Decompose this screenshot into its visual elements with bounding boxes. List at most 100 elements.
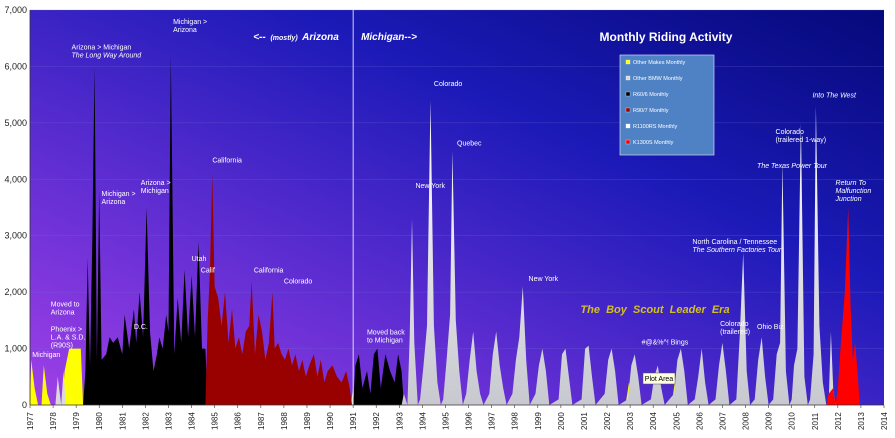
annotation: New York — [529, 276, 559, 283]
x-tick-label: 1979 — [72, 412, 81, 430]
annotation-line: The Long Way Around — [72, 53, 143, 60]
annotation-line: Malfunction — [836, 188, 872, 195]
x-tick-label: 2009 — [765, 412, 774, 430]
x-tick-label: 2008 — [742, 412, 751, 430]
x-tick-label: 2013 — [857, 412, 866, 430]
annotation-line: to Michigan — [367, 337, 403, 344]
x-tick-label: 1985 — [211, 412, 220, 430]
annotation: D.C. — [134, 324, 148, 331]
x-tick-label: 1981 — [118, 412, 127, 430]
x-tick-label: 1994 — [418, 412, 427, 430]
y-tick-label: 2,000 — [4, 287, 27, 297]
annotation: Colorado — [284, 279, 313, 286]
annotation-line: New York — [529, 276, 559, 283]
plot-area-label: Plot Area — [645, 376, 674, 383]
series-area-r1100rs-monthly — [401, 100, 884, 406]
annotation: #@&%^! Bings — [642, 340, 689, 347]
annotation: North Carolina / Tennessee The Southern F… — [692, 239, 782, 254]
annotation-line: California — [254, 267, 284, 274]
y-tick-label: 4,000 — [4, 174, 27, 184]
annotation-line: Moved to — [51, 301, 80, 308]
annotation-line: Junction — [835, 196, 862, 203]
annotation-line: Michigan — [141, 188, 169, 195]
annotation: Michigan > Arizona — [102, 191, 136, 206]
annotation: Moved to Arizona — [51, 301, 80, 316]
x-tick-label: 2003 — [626, 412, 635, 430]
region-left-mostly: (mostly) — [270, 35, 298, 42]
x-tick-label: 1997 — [488, 412, 497, 430]
axes: 0 1,000 2,000 3,000 4,000 5,000 6,000 7,000 1977… — [4, 5, 889, 430]
legend-entry: R90/7 Monthly — [633, 108, 669, 114]
annotation: Utah — [192, 256, 207, 263]
x-tick-label: 1996 — [465, 412, 474, 430]
legend-entry: R60/6 Monthly — [633, 92, 669, 98]
annotation: Arizona > Michigan The Long Way Around — [72, 45, 143, 60]
legend-entry: K1300S Monthly — [633, 140, 674, 146]
annotation-line: Ohio Biz — [757, 324, 784, 331]
annotation: The Texas Power Tour — [757, 163, 828, 170]
annotation-line: Quebec — [457, 140, 482, 147]
x-tick-label: 1980 — [95, 412, 104, 430]
annotation: Return To Malfunction Junction — [835, 180, 872, 203]
annotation-line: Colorado — [284, 279, 313, 286]
region-left-prefix: <-- — [253, 32, 266, 43]
x-tick-label: 2010 — [788, 412, 797, 430]
annotation-line: California — [212, 157, 242, 164]
annotation-line: The Southern Factories Tour — [692, 247, 782, 254]
x-tick-label: 1984 — [188, 412, 197, 430]
annotation-line: (trailered) — [720, 329, 750, 336]
x-tick-label: 1983 — [164, 412, 173, 430]
annotation-line: Return To — [836, 180, 867, 187]
annotation-line: #@&%^! Bings — [642, 340, 689, 347]
annotation: Colorado (trailered 1-way) — [776, 129, 827, 144]
annotation-line: Michigan > — [102, 191, 136, 198]
x-tick-label: 2001 — [580, 412, 589, 430]
annotation-line: Into The West — [812, 92, 857, 99]
series-area-r60-6-monthly — [83, 55, 885, 405]
annotation-line: North Carolina / Tennessee — [692, 239, 777, 246]
x-tick-label: 2011 — [811, 412, 820, 430]
annotation: Colorado — [434, 81, 463, 88]
legend: Other Makes Monthly Other BMW Monthly R60/… — [619, 54, 715, 156]
legend-swatch — [625, 139, 631, 145]
series-layer — [30, 55, 885, 406]
x-tick-label: 2006 — [695, 412, 704, 430]
legend-entry: Other Makes Monthly — [633, 60, 686, 66]
annotation: Arizona > Michigan — [141, 180, 171, 195]
chart-title: Monthly Riding Activity — [600, 30, 733, 44]
annotation: California — [212, 157, 242, 164]
plot-area-tooltip: Plot Area — [642, 372, 676, 385]
annotation-line: The Texas Power Tour — [757, 163, 828, 170]
era-label: The Boy Scout Leader Era — [580, 304, 729, 316]
annotation-line: Michigan — [32, 352, 60, 359]
x-tick-label: 1987 — [257, 412, 266, 430]
annotation-line: Arizona — [102, 199, 126, 206]
annotation-line: (R90S) — [51, 343, 73, 350]
legend-swatch — [625, 59, 631, 65]
annotation-line: Arizona > Michigan — [72, 45, 132, 52]
y-tick-label: 5,000 — [4, 118, 27, 128]
annotation-line: (trailered 1-way) — [776, 137, 827, 144]
annotation: California — [254, 267, 284, 274]
legend-entry: R1100RS Monthly — [633, 124, 677, 130]
annotation-line: Utah — [192, 256, 207, 263]
series-area-r90-7-monthly — [205, 173, 884, 405]
region-left-place: Arizona — [301, 32, 339, 43]
annotation-line: L.A. & S.D. — [51, 335, 86, 342]
annotation: New York — [415, 183, 445, 190]
annotation: Ohio Biz — [757, 324, 784, 331]
annotation-line: Phoenix > — [51, 327, 82, 334]
x-tick-label: 2000 — [557, 412, 566, 430]
x-tick-label: 1995 — [441, 412, 450, 430]
x-tick-label: 1999 — [534, 412, 543, 430]
legend-box — [619, 54, 715, 156]
annotation-line: Arizona — [173, 27, 197, 34]
annotation: Moved back to Michigan — [367, 329, 405, 344]
region-label-michigan: Michigan--> — [361, 32, 417, 43]
x-tick-label: 1992 — [372, 412, 381, 430]
annotation-line: Colorado — [776, 129, 805, 136]
x-tick-label: 1978 — [49, 412, 58, 430]
